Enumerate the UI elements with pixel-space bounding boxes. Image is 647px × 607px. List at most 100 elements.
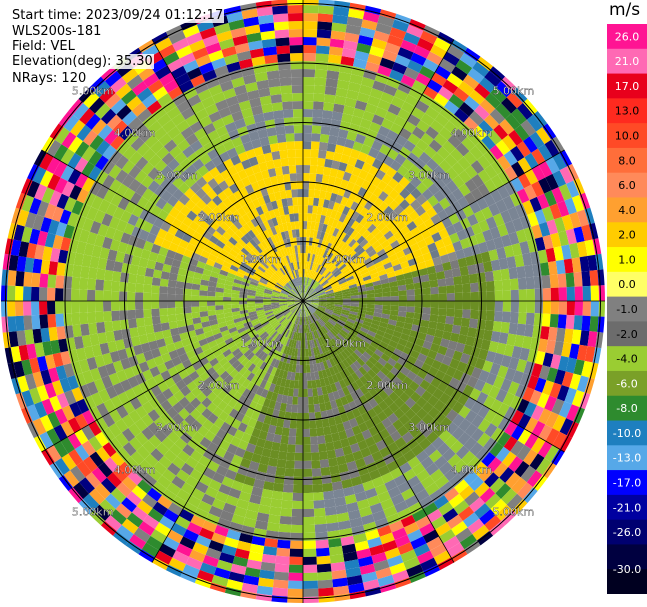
velocity-gate [356,498,370,510]
velocity-gate [112,466,128,483]
velocity-gate [222,333,232,341]
velocity-gate [263,298,272,301]
velocity-gate [475,447,490,462]
velocity-gate [481,452,496,467]
velocity-gate [307,253,311,262]
velocity-gate [363,257,373,265]
velocity-gate [128,165,142,179]
velocity-gate [233,84,248,96]
velocity-gate [362,11,380,23]
velocity-gate [24,373,37,390]
colorbar-tick-label: 0.0 [618,278,636,291]
velocity-gate [141,188,155,201]
velocity-gate [143,350,154,362]
velocity-gate [462,384,475,397]
velocity-gate [131,506,148,522]
velocity-gate [459,352,471,365]
range-ring-label: 2.00km [198,211,240,224]
velocity-gate [472,461,488,477]
velocity-gate [489,108,506,125]
velocity-gate [325,272,333,280]
velocity-gate [115,154,129,170]
velocity-gate [276,269,283,278]
velocity-gate [315,214,322,223]
velocity-gate [496,247,507,260]
velocity-gate [34,183,48,201]
velocity-gate [306,221,312,230]
velocity-gate [239,186,249,198]
velocity-gate [317,571,333,581]
velocity-gate [403,322,413,330]
velocity-gate [157,93,173,107]
velocity-gate [155,550,173,565]
velocity-gate [554,216,566,233]
velocity-gate [246,351,255,361]
velocity-gate [78,87,94,103]
velocity-gate [379,340,389,349]
velocity-gate [289,45,303,54]
velocity-gate [433,495,449,509]
velocity-gate [229,264,239,272]
velocity-gate [122,187,136,201]
azimuth-line [302,300,565,453]
velocity-gate [422,340,433,350]
velocity-gate [331,569,347,580]
velocity-gate [279,297,288,300]
velocity-gate [269,416,279,427]
velocity-gate [315,286,324,293]
velocity-gate [362,579,380,591]
velocity-gate [319,317,327,324]
velocity-gate [306,286,311,294]
velocity-gate [431,152,445,166]
velocity-gate [326,305,335,310]
velocity-gate [175,543,193,557]
velocity-gate [313,93,325,103]
velocity-gate [420,319,430,328]
velocity-gate [367,368,377,379]
velocity-gate [358,306,367,312]
velocity-gate [183,294,192,301]
velocity-gate [255,293,264,297]
velocity-gate [115,432,129,448]
velocity-gate [253,146,264,157]
velocity-gate [303,460,312,469]
velocity-gate [279,267,286,276]
velocity-gate [283,239,289,248]
azimuth-line [41,300,304,453]
velocity-gate [187,94,202,108]
velocity-gate [289,322,295,331]
velocity-gate [172,176,185,189]
velocity-gate [445,396,458,410]
velocity-gate [240,346,250,355]
velocity-gate [233,257,243,265]
velocity-gate [208,166,221,179]
velocity-gate [349,289,359,294]
velocity-gate [464,397,477,410]
velocity-gate [487,457,502,473]
velocity-gate [81,334,92,348]
velocity-gate [175,307,184,315]
velocity-gate [283,285,291,292]
velocity-gate [340,265,349,273]
velocity-gate [101,375,113,389]
velocity-gate [545,428,560,445]
velocity-gate [274,224,281,234]
velocity-gate [458,122,473,137]
velocity-gate [211,328,221,336]
velocity-gate [457,431,471,446]
velocity-gate [469,89,486,105]
velocity-gate [199,301,208,307]
velocity-gate [46,157,61,174]
velocity-gate [91,118,107,135]
velocity-gate [381,257,391,266]
velocity-gate [414,301,423,308]
velocity-gate [335,249,344,258]
velocity-gate [361,363,371,373]
velocity-gate [283,206,290,215]
velocity-gate [569,343,580,360]
velocity-gate [270,339,277,348]
velocity-gate [427,170,440,184]
velocity-gate [277,61,291,71]
velocity-gate [115,183,129,197]
velocity-gate [350,475,363,487]
